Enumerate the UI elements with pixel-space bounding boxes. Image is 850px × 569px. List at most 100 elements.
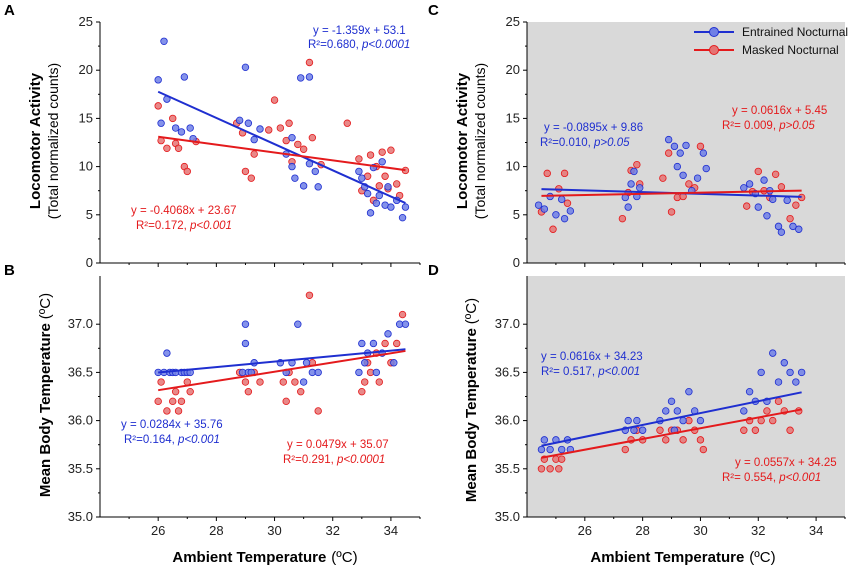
panel-b-entrained-point: [358, 339, 366, 348]
panel-d-masked-point: [662, 436, 670, 444]
panel-d-y-tick-label: 36.0: [495, 413, 520, 428]
panel-d-entrained-point: [780, 359, 788, 367]
panel-d-entrained-point: [685, 387, 693, 396]
y-title-temp-right-unit: (ºC): [463, 298, 480, 324]
panel-c-masked-point: [563, 199, 572, 207]
panel-a-y-tick-label: 0: [86, 255, 93, 270]
panel-a-entrained-point: [186, 124, 194, 132]
panel-d-y-tick-label: 36.5: [495, 364, 520, 379]
panel-c-y-tick-label: 15: [506, 110, 520, 125]
panel-c-eq-blue: y = -0.0895x + 9.86: [544, 122, 643, 134]
panel-b-entrained-point: [314, 368, 322, 377]
panel-a-entrained-point: [378, 158, 386, 166]
panel-b-masked-point: [305, 291, 314, 299]
panel-d-entrained-point: [786, 368, 794, 377]
panel-a-masked-point: [343, 119, 351, 127]
panel-a-masked-point: [366, 151, 375, 159]
panel-c-entrained-point: [636, 184, 644, 192]
panel-a-masked-point: [276, 124, 285, 132]
panel-d-r2-red: R²= 0.554,: [722, 472, 779, 484]
panel-c-entrained-point: [769, 195, 777, 204]
panel-a-entrained-point: [355, 167, 363, 176]
panel-c-y-tick-label: 10: [506, 159, 520, 174]
panel-b-y-tick-label: 37.0: [68, 316, 93, 331]
panel-d-eq-red: y = 0.0557x + 34.25: [735, 457, 837, 469]
panel-d-entrained-point: [662, 407, 670, 415]
panel-b-x-tick-label: 30: [267, 523, 281, 538]
panel-b-y-tick-label: 35.5: [68, 461, 93, 476]
panel-a-entrained-point: [297, 74, 305, 82]
panel-d-y-tick-label: 37.0: [495, 316, 520, 331]
panel-c-entrained-point: [670, 142, 679, 151]
panel-b-entrained-point: [384, 330, 392, 338]
panel-a-entrained-fit-line: [157, 90, 406, 205]
panel-d-p-red: p<0.001: [778, 472, 821, 484]
panel-b-masked-point: [297, 387, 305, 396]
panel-d-masked-point: [769, 416, 777, 425]
panel-a-masked-point: [393, 180, 401, 188]
panel-c-entrained-point: [774, 222, 783, 231]
x-title-left-unit: (ºC): [331, 549, 357, 566]
panel-a-y-tick-label: 10: [79, 159, 93, 174]
panel-d-entrained-point: [667, 397, 676, 406]
panel-c-entrained-point: [783, 196, 791, 205]
panel-a-masked-point: [305, 58, 314, 67]
panel-c-entrained-point: [740, 184, 748, 192]
panel-letter-d: D: [428, 262, 439, 279]
legend-entrained-label: Entrained Nocturnal: [742, 25, 848, 39]
panel-d-entrained-point: [745, 387, 754, 396]
panel-b-masked-point: [361, 378, 369, 386]
panel-c-plot: 0 5 10 15 20 25: [506, 14, 846, 270]
panel-d-masked-point: [763, 407, 771, 415]
panel-c-masked-point: [685, 180, 693, 188]
panel-a-masked-point: [241, 167, 250, 176]
panel-c-entrained-point: [664, 135, 673, 144]
panel-b-entrained-point: [241, 320, 250, 328]
panel-c-entrained-point: [682, 141, 690, 150]
panel-d-entrained-point: [638, 426, 647, 434]
panel-d-entrained-point: [546, 445, 554, 454]
y-title-temp-right-text: Mean Body Temperature: [463, 328, 480, 502]
panel-a-p-blue: p<0.0001: [361, 39, 410, 51]
panel-b-r2-red: R²=0.291,: [283, 454, 337, 466]
panel-c-masked-point: [560, 169, 569, 178]
panel-a-masked-point: [247, 174, 255, 182]
legend-masked-marker: [709, 45, 719, 55]
panel-a-entrained-point: [372, 199, 381, 207]
panel-d-masked-point: [555, 465, 563, 473]
x-title-right-unit: (ºC): [749, 549, 775, 566]
panel-c-masked-fit-line: [541, 189, 802, 197]
x-title-right-text: Ambient Temperature: [590, 549, 744, 566]
panel-d-entrained-point: [740, 407, 748, 415]
panel-a-entrained-point: [291, 174, 299, 182]
legend-masked-label: Masked Nocturnal: [742, 43, 839, 57]
panel-d-masked-point: [699, 445, 708, 454]
panel-b-plot: 35.0 35.5 36.0 36.5 37.0 26 28 30 32 34: [68, 276, 421, 538]
panel-a-entrained-point: [288, 133, 296, 142]
legend: Entrained Nocturnal Masked Nocturnal: [694, 25, 848, 57]
panel-a-masked-point: [174, 144, 183, 152]
panel-b-masked-point: [154, 397, 162, 406]
panel-a-entrained-point: [160, 37, 168, 45]
panel-c-stat-red: R²= 0.009, p>0.05: [722, 120, 815, 132]
panel-b-masked-point: [174, 407, 183, 415]
panel-d-masked-point: [774, 397, 783, 406]
panel-b-x-tick-label: 28: [209, 523, 223, 538]
panel-a-r2-blue: R²=0.680,: [308, 39, 362, 51]
panel-b-p-red: p<0.0001: [336, 454, 385, 466]
panel-d-masked-point: [557, 455, 566, 463]
panel-c-entrained-point: [676, 149, 684, 157]
panel-c-entrained-point: [630, 167, 638, 176]
panel-b-masked-point: [157, 378, 165, 386]
panel-c-eq-red: y = 0.0616x + 5.45: [732, 105, 827, 117]
panel-a-masked-point: [378, 148, 386, 156]
panel-a-stat-blue: R²=0.680, p<0.0001: [308, 39, 410, 51]
panel-a-y-tick-label: 25: [79, 14, 93, 29]
panel-b-masked-point: [241, 378, 250, 386]
panel-b-y-tick-label: 36.5: [68, 364, 93, 379]
panel-d-entrained-point: [774, 378, 783, 386]
panel-b-eq-red: y = 0.0479x + 35.07: [287, 439, 389, 451]
panel-d-p-blue: p<0.001: [597, 366, 640, 378]
panel-d-entrained-point: [673, 407, 682, 415]
panel-c-masked-point: [543, 169, 551, 178]
